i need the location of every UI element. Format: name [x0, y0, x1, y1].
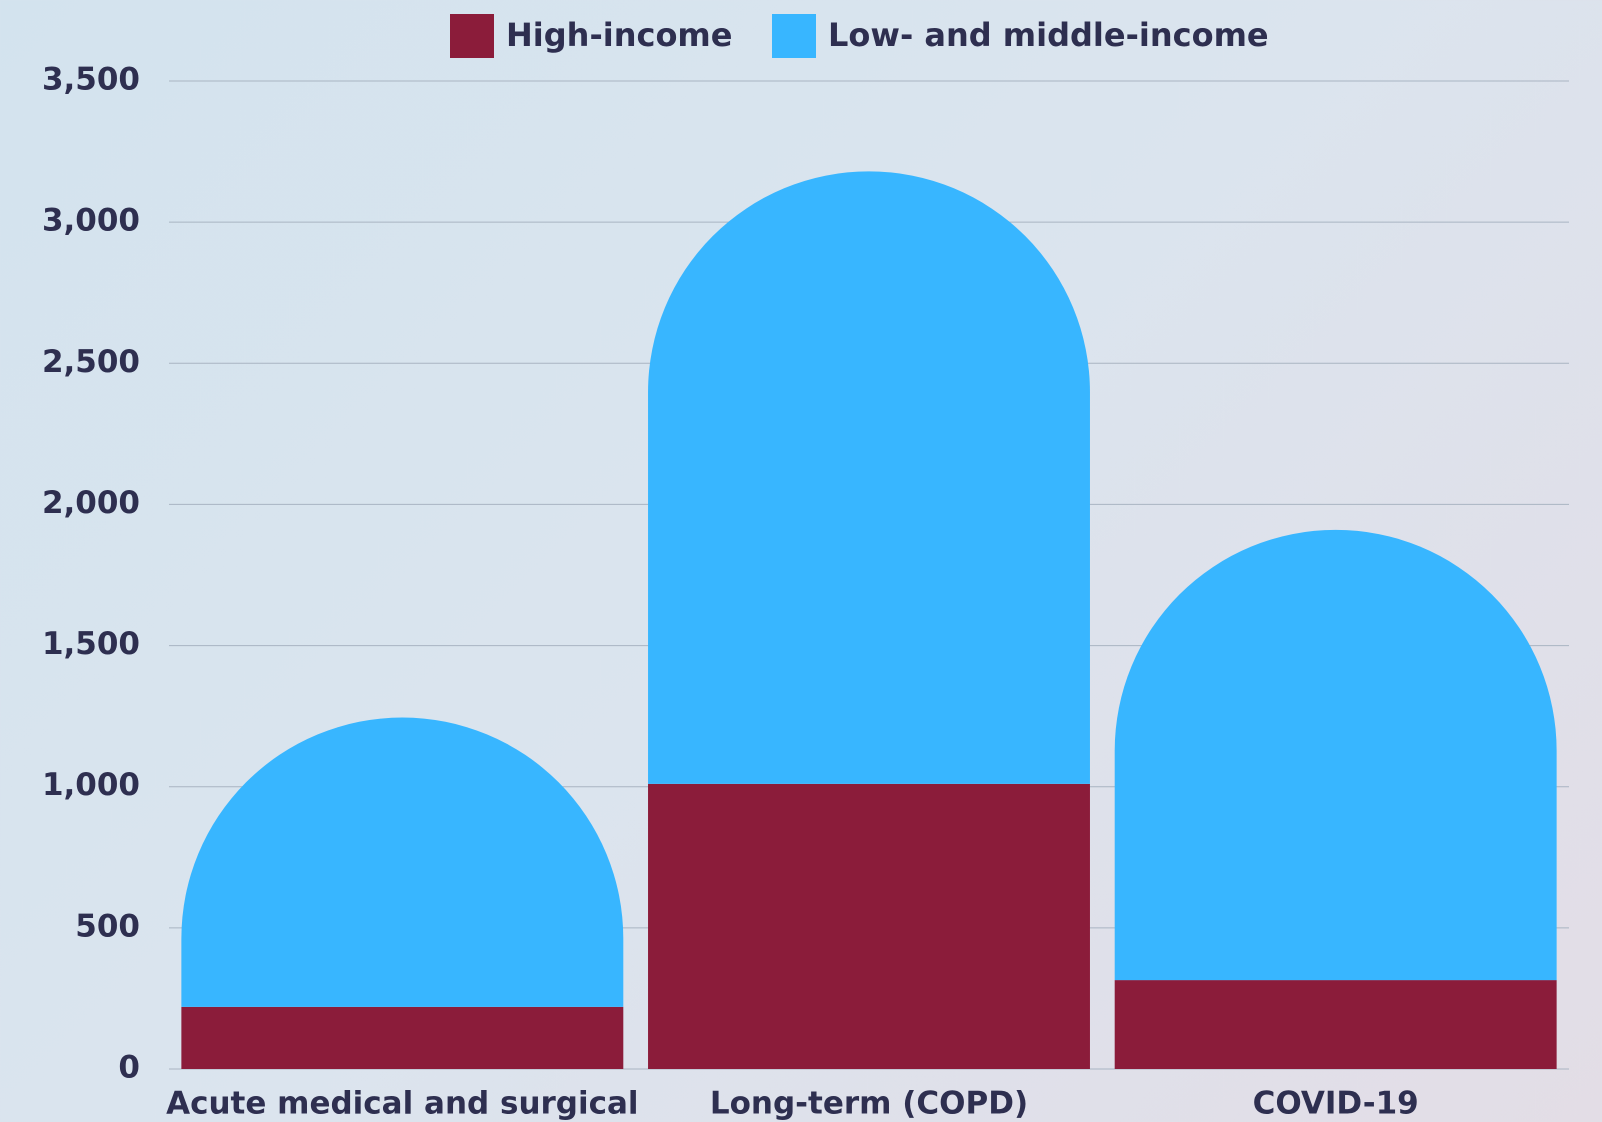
bar-segment: [1114, 980, 1557, 1069]
bar-segment: [181, 1006, 624, 1069]
x-tick-label: Acute medical and surgical: [166, 1086, 638, 1122]
legend-label: Low- and middle-income: [828, 16, 1269, 54]
y-tick-label: 3,500: [42, 62, 140, 98]
legend-swatch: [450, 14, 494, 58]
bar-segment: [1114, 529, 1557, 981]
legend-swatch: [772, 14, 816, 58]
y-tick-label: 1,500: [42, 626, 140, 662]
bar-segment: [648, 783, 1090, 1069]
x-tick-label: COVID-19: [1253, 1086, 1419, 1122]
y-tick-label: 1,000: [42, 767, 140, 803]
bar-segment: [648, 171, 1090, 784]
y-tick-label: 3,000: [42, 203, 140, 239]
y-tick-label: 500: [75, 908, 140, 944]
x-tick-label: Long-term (COPD): [710, 1086, 1028, 1122]
bar-segment: [181, 717, 624, 1007]
legend-label: High-income: [506, 16, 732, 54]
y-tick-label: 2,000: [42, 485, 140, 521]
y-tick-label: 0: [118, 1050, 140, 1086]
y-tick-label: 2,500: [42, 344, 140, 380]
